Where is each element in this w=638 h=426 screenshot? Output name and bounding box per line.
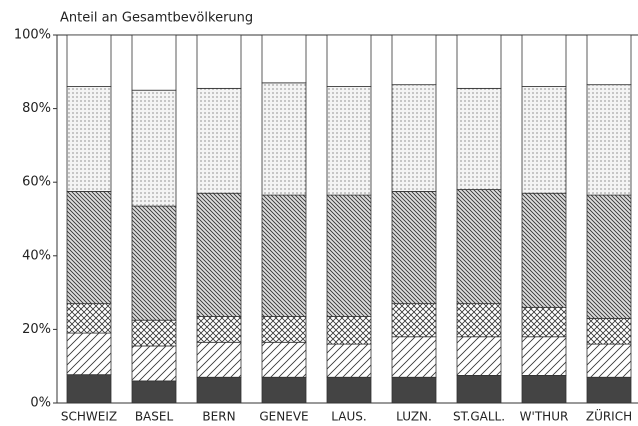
chart-title: Anteil an Gesamtbevölkerung bbox=[60, 11, 253, 26]
bar-segment bbox=[326, 316, 372, 345]
bar-segment bbox=[521, 86, 567, 194]
bar-segment bbox=[326, 376, 372, 404]
x-tick-label: LAUS. bbox=[331, 410, 366, 424]
bar-segment bbox=[586, 84, 632, 196]
bar-segment bbox=[586, 194, 632, 319]
bar-segment bbox=[456, 189, 502, 305]
x-tick-label: LUZN. bbox=[396, 410, 432, 424]
x-tick-label: W'THUR bbox=[520, 410, 569, 424]
bar-segment bbox=[261, 376, 307, 404]
x-tick-label: GENEVE bbox=[259, 410, 308, 424]
bar-segment bbox=[131, 205, 177, 321]
bar-segment bbox=[456, 336, 502, 376]
bar-segment bbox=[521, 374, 567, 404]
bar-segment bbox=[391, 303, 437, 338]
bar-segment bbox=[586, 343, 632, 378]
bar-segment bbox=[131, 345, 177, 382]
bar-segment bbox=[521, 336, 567, 376]
y-tick-label: 0% bbox=[30, 396, 51, 411]
bar-segment bbox=[66, 374, 112, 404]
bar-segment bbox=[521, 192, 567, 308]
bar-segment bbox=[391, 376, 437, 404]
bar-segment bbox=[196, 341, 242, 378]
y-tick-label: 20% bbox=[22, 322, 51, 337]
bar-segment bbox=[66, 34, 112, 87]
bar-segment bbox=[196, 87, 242, 194]
bar-segment bbox=[196, 376, 242, 404]
bar-segment bbox=[521, 34, 567, 87]
bar-segment bbox=[456, 303, 502, 338]
bar-segment bbox=[586, 317, 632, 345]
bar-segment bbox=[326, 86, 372, 196]
bar-segment bbox=[66, 86, 112, 192]
y-tick-label: 80% bbox=[22, 101, 51, 116]
bar-segment bbox=[261, 194, 307, 317]
bar-segment bbox=[391, 336, 437, 378]
bar-segment bbox=[196, 316, 242, 343]
bar-segment bbox=[66, 303, 112, 334]
bar-segment bbox=[456, 374, 502, 404]
bar-segment bbox=[196, 34, 242, 89]
bar-segment bbox=[456, 34, 502, 89]
bar-segment bbox=[391, 34, 437, 86]
y-tick-label: 100% bbox=[14, 28, 51, 43]
bar-segment bbox=[391, 84, 437, 192]
bar-segment bbox=[391, 190, 437, 305]
bar-segment bbox=[586, 376, 632, 404]
y-tick-label: 60% bbox=[22, 175, 51, 190]
bar-segment bbox=[131, 89, 177, 207]
bar-segment bbox=[521, 306, 567, 338]
bar-segment bbox=[131, 380, 177, 404]
bar-segment bbox=[66, 190, 112, 305]
bar-segment bbox=[261, 34, 307, 84]
bar-segment bbox=[326, 194, 372, 317]
bar-segment bbox=[586, 34, 632, 86]
bar-segment bbox=[131, 34, 177, 91]
bar-segment bbox=[326, 34, 372, 87]
x-tick-label: BASEL bbox=[135, 410, 174, 424]
bar-segment bbox=[456, 87, 502, 190]
bar-segment bbox=[261, 82, 307, 196]
bar-segment bbox=[261, 341, 307, 378]
x-tick-label: ZÜRICH bbox=[586, 408, 632, 424]
bar-segment bbox=[196, 192, 242, 317]
x-tick-label: SCHWEIZ bbox=[61, 410, 117, 424]
bar-segment bbox=[261, 316, 307, 343]
x-tick-label: ST.GALL. bbox=[453, 410, 505, 424]
bar-segment bbox=[66, 332, 112, 376]
y-tick-label: 40% bbox=[22, 248, 51, 263]
bar-segment bbox=[131, 319, 177, 347]
bar-segment bbox=[326, 343, 372, 378]
x-tick-label: BERN bbox=[202, 410, 235, 424]
